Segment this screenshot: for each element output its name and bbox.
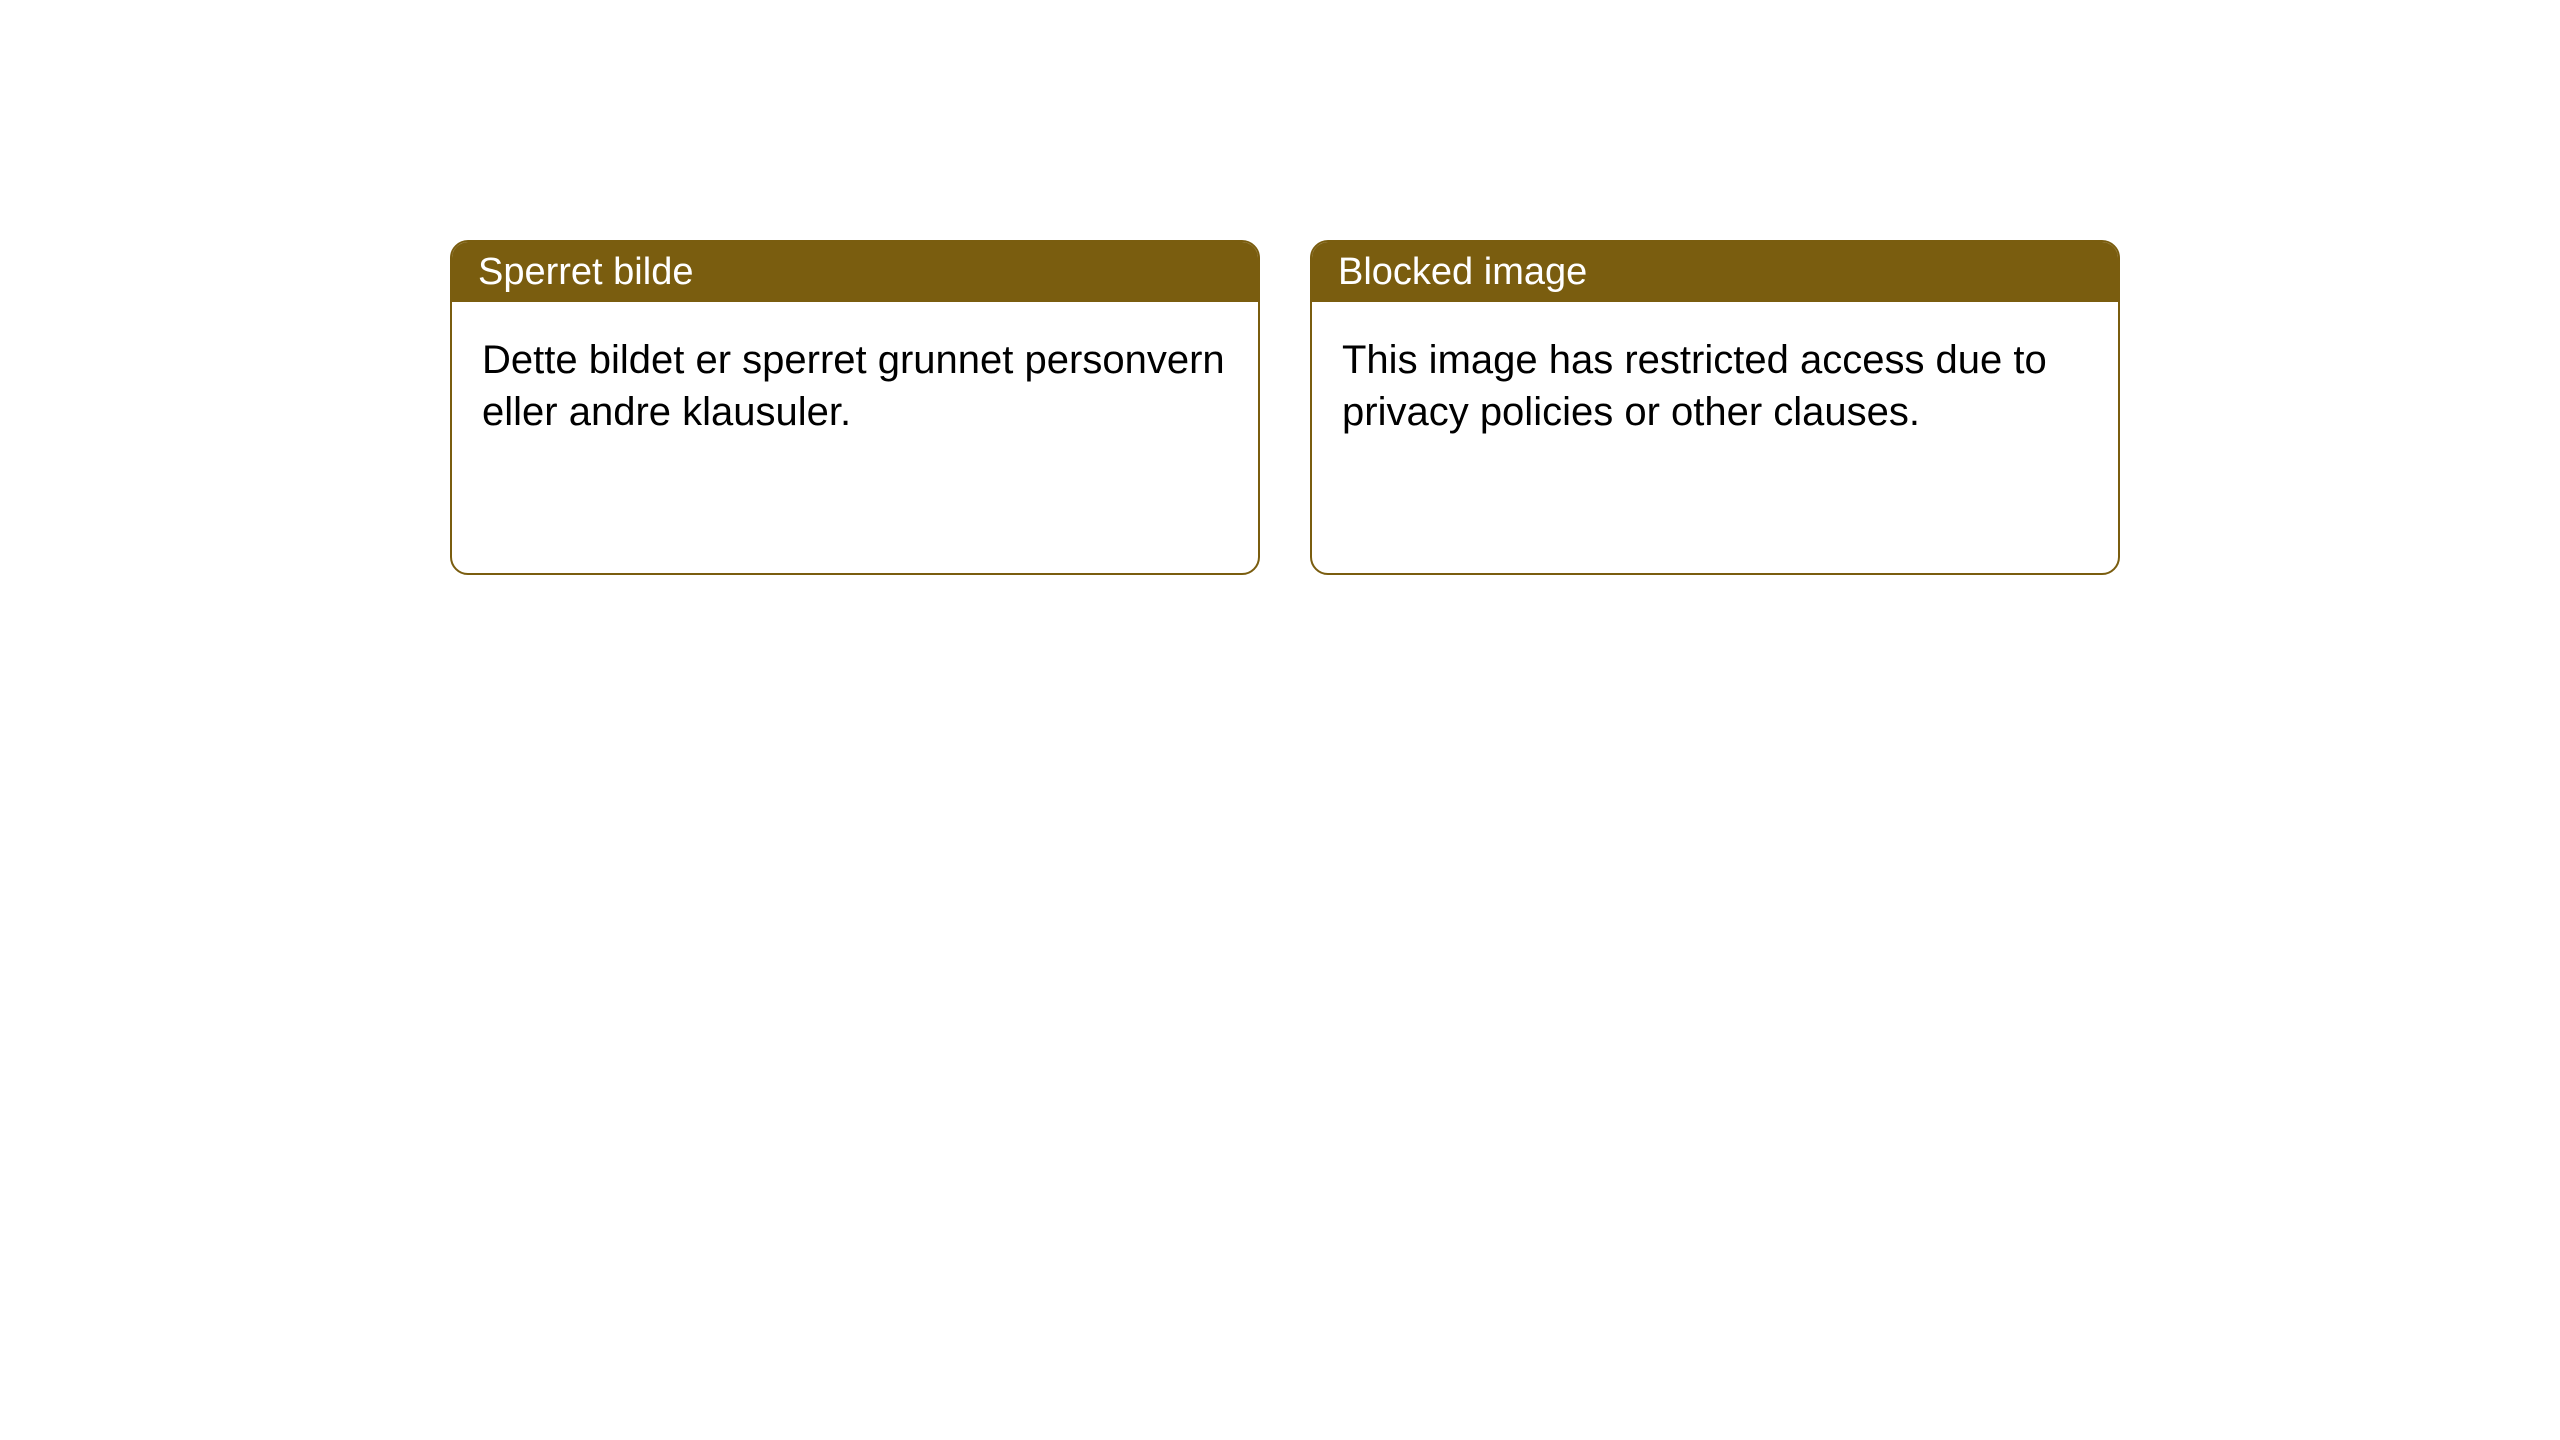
notice-container: Sperret bilde Dette bildet er sperret gr…	[0, 0, 2560, 575]
blocked-image-card-no: Sperret bilde Dette bildet er sperret gr…	[450, 240, 1260, 575]
blocked-image-card-en: Blocked image This image has restricted …	[1310, 240, 2120, 575]
card-body: Dette bildet er sperret grunnet personve…	[452, 302, 1258, 470]
card-title: Blocked image	[1338, 251, 1587, 294]
card-header: Sperret bilde	[452, 242, 1258, 302]
card-message: This image has restricted access due to …	[1342, 338, 2047, 434]
card-title: Sperret bilde	[478, 251, 693, 294]
card-body: This image has restricted access due to …	[1312, 302, 2118, 470]
card-header: Blocked image	[1312, 242, 2118, 302]
card-message: Dette bildet er sperret grunnet personve…	[482, 338, 1225, 434]
